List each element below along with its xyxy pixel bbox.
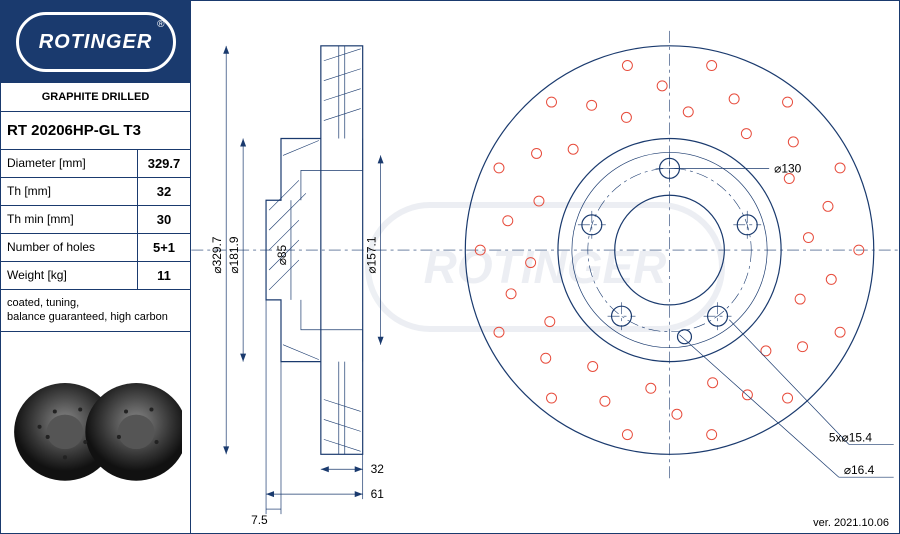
side-view: ⌀329.7 ⌀181.9 ⌀85 ⌀157.1 32 7.5: [210, 46, 384, 527]
thumbnail: [1, 332, 190, 533]
table-row: Th min [mm] 30: [1, 206, 190, 234]
registered-mark: ®: [157, 19, 164, 30]
technical-drawing: ⌀329.7 ⌀181.9 ⌀85 ⌀157.1 32 7.5: [191, 1, 899, 533]
product-subtitle: GRAPHITE DRILLED: [1, 83, 190, 112]
svg-text:⌀16.4: ⌀16.4: [844, 463, 875, 477]
drawing-container: ROTINGER ® GRAPHITE DRILLED RT 20206HP-G…: [0, 0, 900, 534]
thumb-svg: [9, 381, 182, 483]
part-number: RT 20206HP-GL T3: [1, 112, 190, 150]
svg-text:⌀85: ⌀85: [275, 244, 289, 265]
notes: coated, tuning, balance guaranteed, high…: [1, 290, 190, 332]
spec-label: Weight [kg]: [1, 262, 138, 289]
svg-text:⌀329.7: ⌀329.7: [210, 236, 224, 273]
spec-label: Number of holes: [1, 234, 138, 261]
spec-value: 30: [138, 206, 190, 233]
spec-label: Th [mm]: [1, 178, 138, 205]
spec-label: Th min [mm]: [1, 206, 138, 233]
table-row: Th [mm] 32: [1, 178, 190, 206]
spec-value: 329.7: [138, 150, 190, 177]
svg-text:61: 61: [371, 487, 385, 501]
svg-text:7.5: 7.5: [251, 513, 268, 527]
table-row: Weight [kg] 11: [1, 262, 190, 290]
version-label: ver. 2021.10.06: [813, 517, 889, 529]
logo-box: ROTINGER ®: [1, 1, 190, 83]
spec-value: 5+1: [138, 234, 190, 261]
spec-value: 11: [138, 262, 190, 289]
table-row: Number of holes 5+1: [1, 234, 190, 262]
brand-text: ROTINGER: [39, 31, 153, 54]
svg-text:⌀157.1: ⌀157.1: [365, 236, 379, 273]
svg-text:32: 32: [371, 462, 385, 476]
spec-value: 32: [138, 178, 190, 205]
table-row: Diameter [mm] 329.7: [1, 150, 190, 178]
drawing-area: ROTINGER: [191, 1, 899, 533]
svg-text:⌀130: ⌀130: [774, 161, 801, 175]
info-panel: ROTINGER ® GRAPHITE DRILLED RT 20206HP-G…: [1, 1, 191, 533]
logo-ring: ROTINGER ®: [16, 12, 176, 72]
spec-table: Diameter [mm] 329.7 Th [mm] 32 Th min [m…: [1, 150, 190, 290]
svg-text:5x⌀15.4: 5x⌀15.4: [829, 430, 872, 444]
svg-text:⌀181.9: ⌀181.9: [227, 236, 241, 273]
spec-label: Diameter [mm]: [1, 150, 138, 177]
